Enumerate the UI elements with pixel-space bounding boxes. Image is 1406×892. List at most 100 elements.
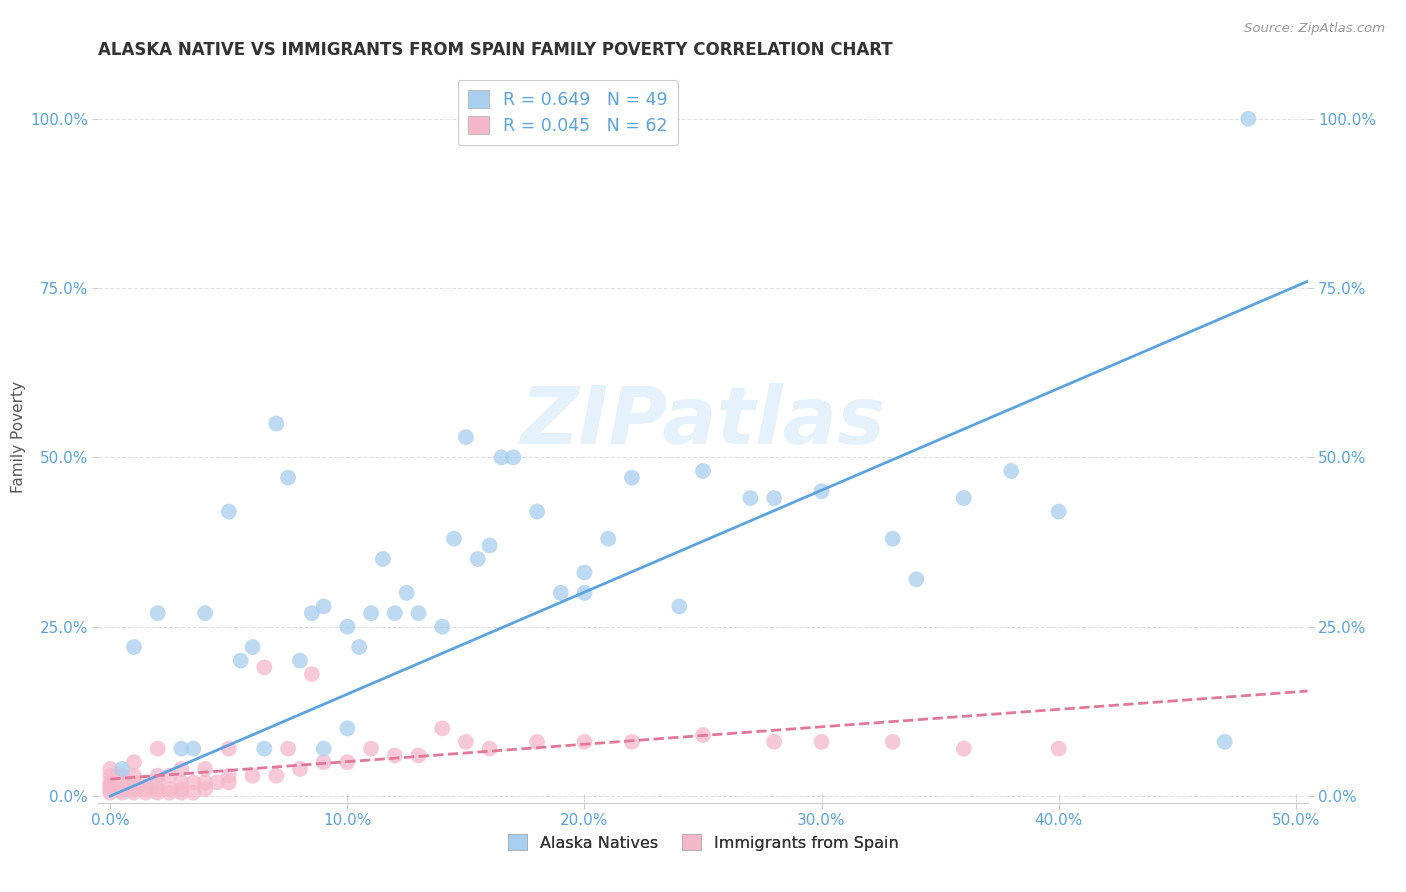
Point: [395, 586, 418, 600]
Point: [159, 786, 181, 800]
Point: [467, 552, 489, 566]
Point: [170, 741, 193, 756]
Point: [146, 782, 169, 797]
Point: [1000, 464, 1022, 478]
Point: [810, 735, 832, 749]
Point: [763, 491, 786, 505]
Point: [253, 660, 276, 674]
Point: [432, 620, 454, 634]
Point: [146, 769, 169, 783]
Point: [264, 769, 287, 783]
Point: [574, 735, 596, 749]
Point: [882, 735, 904, 749]
Point: [218, 741, 240, 756]
Point: [111, 782, 134, 797]
Point: [122, 755, 145, 769]
Point: [668, 599, 690, 614]
Point: [218, 769, 240, 783]
Text: Source: ZipAtlas.com: Source: ZipAtlas.com: [1244, 22, 1385, 36]
Point: [301, 667, 323, 681]
Point: [952, 491, 974, 505]
Point: [218, 775, 240, 789]
Point: [194, 762, 217, 776]
Point: [312, 755, 335, 769]
Point: [408, 606, 430, 620]
Point: [122, 775, 145, 789]
Point: [194, 782, 217, 797]
Point: [181, 775, 204, 789]
Point: [194, 775, 217, 789]
Point: [288, 762, 311, 776]
Point: [135, 782, 157, 797]
Point: [1047, 505, 1070, 519]
Point: [478, 538, 501, 552]
Point: [1237, 112, 1260, 126]
Point: [98, 786, 121, 800]
Point: [146, 775, 169, 789]
Point: [181, 741, 204, 756]
Point: [454, 430, 477, 444]
Point: [952, 741, 974, 756]
Point: [1213, 735, 1236, 749]
Point: [301, 606, 323, 620]
Point: [170, 786, 193, 800]
Point: [620, 735, 643, 749]
Point: [384, 606, 406, 620]
Point: [478, 741, 501, 756]
Point: [253, 741, 276, 756]
Point: [574, 566, 596, 580]
Legend: Alaska Natives, Immigrants from Spain: Alaska Natives, Immigrants from Spain: [502, 828, 904, 857]
Text: ZIPatlas: ZIPatlas: [520, 384, 886, 461]
Point: [526, 735, 548, 749]
Point: [111, 762, 134, 776]
Point: [111, 769, 134, 783]
Point: [740, 491, 762, 505]
Point: [312, 599, 335, 614]
Point: [111, 786, 134, 800]
Point: [98, 769, 121, 783]
Point: [98, 762, 121, 776]
Point: [170, 762, 193, 776]
Point: [371, 552, 394, 566]
Point: [135, 775, 157, 789]
Point: [491, 450, 513, 465]
Point: [159, 769, 181, 783]
Point: [408, 748, 430, 763]
Point: [159, 782, 181, 797]
Point: [98, 775, 121, 789]
Point: [111, 775, 134, 789]
Point: [810, 484, 832, 499]
Point: [1047, 741, 1070, 756]
Point: [443, 532, 465, 546]
Point: [432, 721, 454, 735]
Point: [122, 782, 145, 797]
Point: [882, 532, 904, 546]
Point: [360, 606, 382, 620]
Point: [454, 735, 477, 749]
Point: [170, 775, 193, 789]
Point: [277, 471, 299, 485]
Point: [242, 640, 264, 654]
Point: [692, 464, 714, 478]
Point: [384, 748, 406, 763]
Point: [574, 586, 596, 600]
Point: [122, 769, 145, 783]
Point: [170, 782, 193, 797]
Point: [98, 779, 121, 793]
Point: [692, 728, 714, 742]
Point: [98, 782, 121, 797]
Point: [264, 417, 287, 431]
Point: [229, 654, 252, 668]
Point: [550, 586, 572, 600]
Point: [242, 769, 264, 783]
Point: [205, 775, 228, 789]
Point: [336, 721, 359, 735]
Point: [277, 741, 299, 756]
Point: [218, 505, 240, 519]
Point: [763, 735, 786, 749]
Point: [336, 755, 359, 769]
Point: [312, 741, 335, 756]
Point: [502, 450, 524, 465]
Y-axis label: Family Poverty: Family Poverty: [11, 381, 27, 493]
Point: [146, 786, 169, 800]
